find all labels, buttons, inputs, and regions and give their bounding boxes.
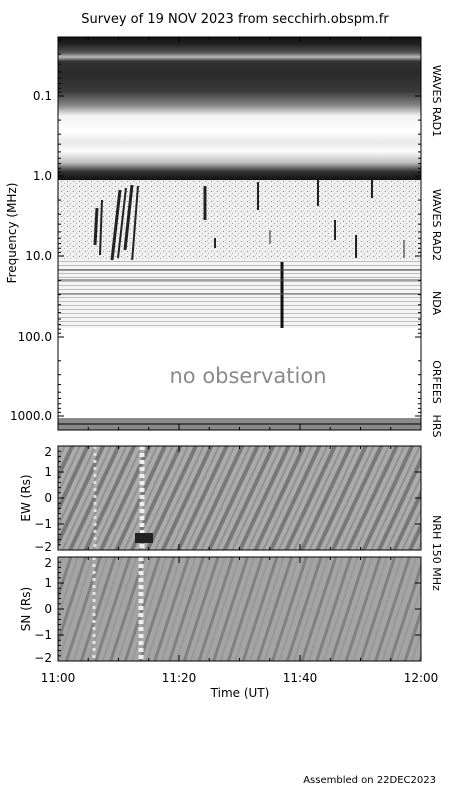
panel-label-rad2: WAVES RAD2 bbox=[430, 189, 443, 261]
orfees-area bbox=[58, 328, 421, 418]
y-tick-label: −1 bbox=[34, 517, 52, 531]
y-tick-label: −2 bbox=[34, 651, 52, 665]
nrh-sn-panel: 2 1 0 −1 −2 SN (Rs) bbox=[19, 556, 422, 665]
x-tick-label: 11:00 bbox=[41, 671, 76, 685]
y-tick-label: 10.0 bbox=[25, 249, 52, 263]
y-tick-label: 0.1 bbox=[33, 89, 52, 103]
y-tick-label: 2 bbox=[44, 445, 52, 459]
panel-label-nda: NDA bbox=[430, 291, 443, 316]
time-axis-label: Time (UT) bbox=[210, 686, 270, 700]
panel-label-orfees: ORFEES bbox=[430, 360, 443, 404]
y-tick-label: 0 bbox=[44, 491, 52, 505]
y-tick-label: 2 bbox=[44, 556, 52, 570]
panel-label-rad1: WAVES RAD1 bbox=[430, 65, 443, 137]
nrh-ew-panel: 2 1 0 −1 −2 EW (Rs) bbox=[19, 445, 422, 554]
rad1-image bbox=[58, 37, 421, 180]
y-tick-label: 100.0 bbox=[18, 330, 52, 344]
assembled-note: Assembled on 22DEC2023 bbox=[303, 775, 436, 786]
no-observation-note: no observation bbox=[169, 364, 326, 388]
sn-axis-label: SN (Rs) bbox=[19, 587, 33, 631]
time-axis: 11:00 11:20 11:40 12:00 bbox=[41, 37, 439, 685]
frequency-axis-label: Frequency (MHz) bbox=[5, 183, 19, 284]
chart-title: Survey of 19 NOV 2023 from secchirh.obsp… bbox=[81, 12, 389, 27]
y-tick-label: 1 bbox=[44, 576, 52, 590]
rad2-bursts bbox=[93, 180, 405, 263]
x-tick-label: 11:40 bbox=[283, 671, 318, 685]
y-tick-label: 0 bbox=[44, 602, 52, 616]
nrh-sn-image bbox=[58, 557, 421, 661]
y-tick-label: −2 bbox=[34, 540, 52, 554]
dynamic-spectrum-panel: no observation 0.1 1.0 10.0 100.0 1000.0 Fre… bbox=[5, 36, 443, 438]
y-tick-label: 1 bbox=[44, 465, 52, 479]
sn-axis: 2 1 0 −1 −2 bbox=[34, 556, 421, 665]
ew-axis-label: EW (Rs) bbox=[19, 474, 33, 521]
x-tick-label: 11:20 bbox=[162, 671, 197, 685]
y-tick-label: 1.0 bbox=[33, 169, 52, 183]
ew-axis: 2 1 0 −1 −2 bbox=[34, 445, 421, 554]
x-tick-label: 12:00 bbox=[404, 671, 439, 685]
nrh-label: NRH 150 MHz bbox=[430, 515, 443, 591]
y-tick-label: 1000.0 bbox=[10, 409, 52, 423]
frequency-axis: 0.1 1.0 10.0 100.0 1000.0 bbox=[10, 39, 421, 423]
nrh-ew-image bbox=[58, 446, 421, 550]
panel-label-hrs: HRS bbox=[430, 415, 443, 438]
y-tick-label: −1 bbox=[34, 628, 52, 642]
